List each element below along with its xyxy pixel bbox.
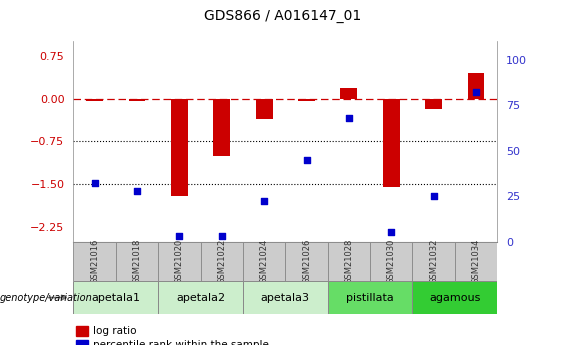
Bar [76,326,88,336]
FancyBboxPatch shape [412,281,497,314]
Point [471,90,480,95]
Text: GSM21032: GSM21032 [429,239,438,284]
Text: GSM21018: GSM21018 [133,239,141,284]
Bar [425,99,442,109]
Point [259,199,269,204]
FancyBboxPatch shape [116,241,158,281]
FancyBboxPatch shape [455,241,497,281]
FancyBboxPatch shape [158,241,201,281]
FancyBboxPatch shape [328,241,370,281]
Text: pistillata: pistillata [346,293,394,303]
FancyBboxPatch shape [243,241,285,281]
Text: log ratio: log ratio [93,326,137,336]
FancyBboxPatch shape [201,241,243,281]
Text: GSM21016: GSM21016 [90,239,99,284]
Bar [86,99,103,101]
FancyBboxPatch shape [285,241,328,281]
Bar [128,99,146,101]
Bar [383,99,399,187]
Bar [171,99,188,196]
Bar [76,340,88,345]
Text: GSM21034: GSM21034 [472,239,480,284]
Text: GSM21024: GSM21024 [260,239,268,284]
Point [344,115,354,120]
Text: GSM21030: GSM21030 [387,239,396,284]
Text: genotype/variation: genotype/variation [0,293,93,303]
Point [217,233,226,239]
Bar [214,99,231,156]
Text: apetala1: apetala1 [92,293,140,303]
Point [175,233,184,239]
Bar [468,73,485,99]
FancyBboxPatch shape [243,281,328,314]
FancyBboxPatch shape [370,241,412,281]
Point [302,157,311,162]
Text: GSM21022: GSM21022 [218,239,226,284]
Bar [340,88,358,99]
FancyBboxPatch shape [158,281,243,314]
Text: apetala2: apetala2 [176,293,225,303]
Text: GSM21020: GSM21020 [175,239,184,284]
Point [132,188,141,193]
Text: percentile rank within the sample: percentile rank within the sample [93,340,269,345]
FancyBboxPatch shape [328,281,412,314]
Bar [255,99,273,119]
Point [90,180,99,186]
Bar [298,99,315,101]
FancyBboxPatch shape [412,241,455,281]
Text: apetala3: apetala3 [261,293,310,303]
Text: GDS866 / A016147_01: GDS866 / A016147_01 [204,9,361,23]
Text: agamous: agamous [429,293,480,303]
FancyBboxPatch shape [73,241,116,281]
Point [429,193,438,199]
FancyBboxPatch shape [73,281,158,314]
Text: GSM21026: GSM21026 [302,239,311,284]
Text: GSM21028: GSM21028 [345,239,353,284]
Point [386,230,396,235]
